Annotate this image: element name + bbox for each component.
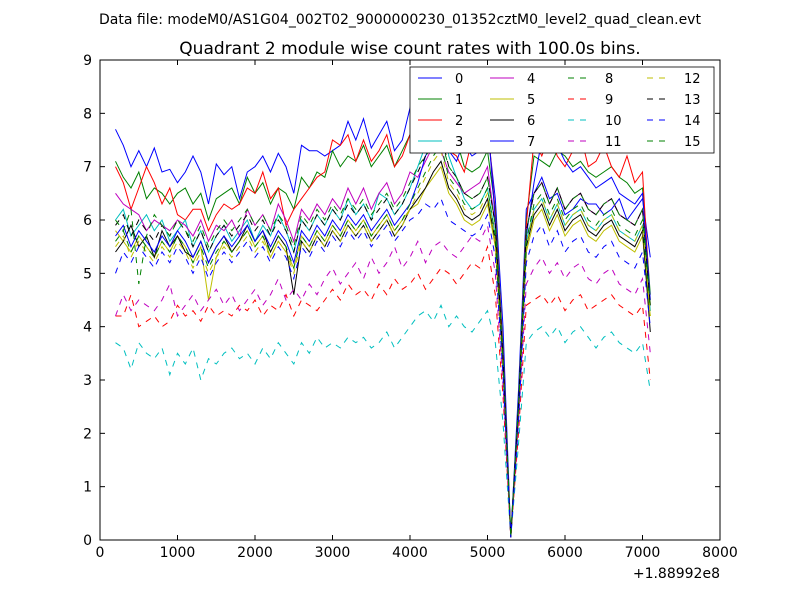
x-offset-label: +1.88992e8 [633, 566, 720, 582]
y-tick-label: 4 [83, 320, 92, 336]
x-tick-label: 4000 [392, 545, 428, 561]
legend-label-7: 7 [527, 135, 535, 150]
legend-label-0: 0 [455, 72, 463, 87]
legend-label-9: 9 [605, 93, 613, 108]
legend-label-5: 5 [527, 93, 535, 108]
legend-label-1: 1 [455, 93, 463, 108]
axes-layer: 0 1000 2000 3000 4000 5000 6000 7000 80000123456… [83, 53, 738, 561]
y-tick-label: 6 [83, 213, 92, 229]
legend-label-6: 6 [527, 114, 535, 129]
series-line-5 [115, 165, 651, 538]
series-line-10 [115, 304, 651, 538]
x-tick-label: 6000 [547, 545, 583, 561]
series-line-2 [115, 101, 651, 538]
legend-label-10: 10 [605, 114, 622, 129]
legend-label-12: 12 [684, 72, 701, 87]
y-tick-label: 8 [83, 106, 92, 122]
legend-box [409, 66, 715, 154]
legend-label-3: 3 [455, 135, 463, 150]
plot-frame [99, 59, 721, 541]
chart-title: Quadrant 2 module wise count rates with … [179, 39, 640, 59]
y-tick-label: 1 [83, 480, 92, 496]
x-tick-label: 1000 [160, 545, 196, 561]
x-tick-label: 5000 [470, 545, 506, 561]
series-line-12 [115, 149, 651, 538]
y-tick-label: 3 [83, 373, 92, 389]
y-tick-label: 9 [83, 53, 92, 69]
x-tick-label: 8000 [702, 545, 738, 561]
legend-label-13: 13 [684, 93, 701, 108]
x-tick-label: 3000 [315, 545, 351, 561]
x-tick-label: 2000 [237, 545, 273, 561]
x-tick-label: 0 [96, 545, 105, 561]
legend-label-15: 15 [684, 135, 701, 150]
legend-label-14: 14 [684, 114, 701, 129]
series-line-13 [115, 133, 651, 538]
series-layer [115, 70, 651, 538]
series-line-11 [115, 223, 651, 538]
series-line-0 [115, 96, 651, 538]
y-tick-label: 7 [83, 160, 92, 176]
series-line-14 [115, 197, 651, 538]
data-file-label: Data file: modeM0/AS1G04_002T02_90000002… [99, 12, 701, 28]
legend-label-2: 2 [455, 114, 463, 129]
x-tick-label: 7000 [625, 545, 661, 561]
legend-label-8: 8 [605, 72, 613, 87]
y-tick-label: 0 [83, 533, 92, 549]
y-tick-label: 5 [83, 266, 92, 282]
legend-label-4: 4 [527, 72, 535, 87]
y-tick-label: 2 [83, 426, 92, 442]
legend-label-11: 11 [605, 135, 622, 150]
